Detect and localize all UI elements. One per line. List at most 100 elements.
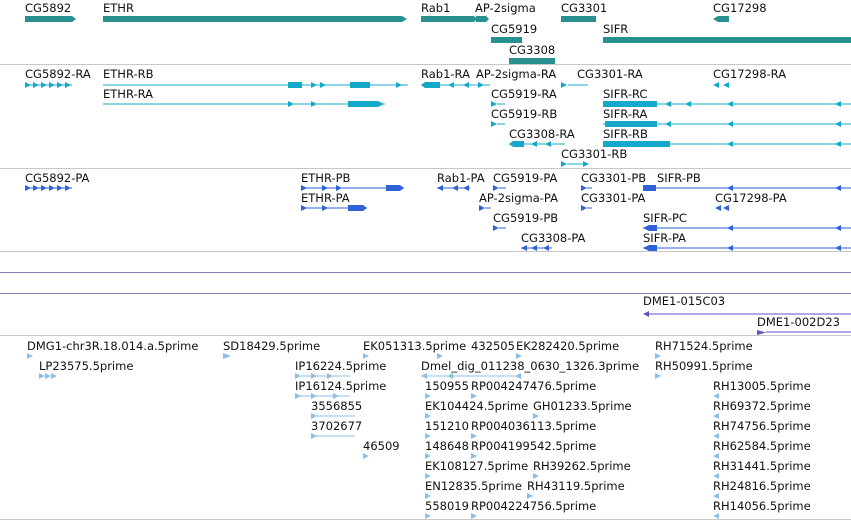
feature-label-sifr-ra[interactable]: SIFR-RA xyxy=(603,107,648,121)
transcript-glyph-sifr-rb[interactable] xyxy=(603,141,851,147)
feature-label-sifr-rb[interactable]: SIFR-RB xyxy=(603,127,648,141)
feature-label-rh39262-5prime[interactable]: RH39262.5prime xyxy=(533,459,631,473)
feature-label-ap-2sigma[interactable]: AP-2sigma xyxy=(475,1,536,15)
feature-label-cg5892[interactable]: CG5892 xyxy=(25,1,72,15)
feature-label-46509[interactable]: 46509 xyxy=(363,439,400,453)
feature-label-cg5919-pb[interactable]: CG5919-PB xyxy=(493,211,559,225)
feature-label-ethr-pa[interactable]: ETHR-PA xyxy=(301,191,350,205)
feature-label-cg5919-pa[interactable]: CG5919-PA xyxy=(493,171,558,185)
feature-label-3702677[interactable]: 3702677 xyxy=(311,419,363,433)
feature-label-cg17298-ra[interactable]: CG17298-RA xyxy=(713,67,787,81)
est-glyph[interactable] xyxy=(363,353,369,359)
feature-label-lp23575-5prime[interactable]: LP23575.5prime xyxy=(39,359,134,373)
feature-label-rh43119-5prime[interactable]: RH43119.5prime xyxy=(527,479,625,493)
est-glyph[interactable] xyxy=(425,433,431,439)
feature-label-rh71524-5prime[interactable]: RH71524.5prime xyxy=(655,339,753,353)
transcript-glyph-cg3301-rb[interactable] xyxy=(561,161,589,167)
est-glyph[interactable] xyxy=(471,393,477,399)
feature-label-dme1-015c03[interactable]: DME1-015C03 xyxy=(643,294,726,308)
transcript-glyph-cg5919-ra[interactable] xyxy=(491,101,505,107)
feature-label-sd18429-5prime[interactable]: SD18429.5prime xyxy=(223,339,321,353)
feature-label-rh31441-5prime[interactable]: RH31441.5prime xyxy=(713,459,811,473)
feature-label-148648[interactable]: 148648 xyxy=(425,439,469,453)
feature-label-cg3308[interactable]: CG3308 xyxy=(509,43,556,57)
feature-label-3556855[interactable]: 3556855 xyxy=(311,399,363,413)
protein-glyph-cg3301-pa[interactable] xyxy=(581,205,592,211)
gene-glyph-cg5919[interactable] xyxy=(491,37,522,43)
est-glyph[interactable] xyxy=(311,433,355,439)
feature-label-150955[interactable]: 150955 xyxy=(425,379,469,393)
est-glyph[interactable] xyxy=(533,413,539,419)
protein-glyph-rab1-pa[interactable] xyxy=(437,185,470,191)
feature-label-cg3301[interactable]: CG3301 xyxy=(561,1,608,15)
feature-label-rh50991-5prime[interactable]: RH50991.5prime xyxy=(655,359,753,373)
feature-label-cg3301-ra[interactable]: CG3301-RA xyxy=(577,67,643,81)
est-glyph[interactable] xyxy=(471,433,477,439)
feature-label-ap-2sigma-pa[interactable]: AP-2sigma-PA xyxy=(479,191,558,205)
protein-glyph-ethr-pb[interactable] xyxy=(301,185,404,191)
est-glyph[interactable] xyxy=(425,513,431,519)
feature-label-rp004199542-5prime[interactable]: RP004199542.5prime xyxy=(471,439,597,453)
transcript-glyph-ethr-ra[interactable] xyxy=(103,101,385,107)
feature-label-cg5919-ra[interactable]: CG5919-RA xyxy=(491,87,557,101)
feature-label-ip16124-5prime[interactable]: IP16124.5prime xyxy=(295,379,387,393)
feature-label-558019[interactable]: 558019 xyxy=(425,499,469,513)
feature-label-cg3301-pb[interactable]: CG3301-PB xyxy=(581,171,647,185)
transcript-glyph-ap2sigma-ra[interactable] xyxy=(476,82,490,88)
gene-glyph-ethr[interactable] xyxy=(103,16,407,22)
gene-glyph-sifr[interactable] xyxy=(603,37,851,43)
protein-glyph-cg3301-pb[interactable] xyxy=(581,185,592,191)
est-glyph[interactable] xyxy=(295,393,350,399)
est-glyph[interactable] xyxy=(425,453,431,459)
transcript-glyph-sifr-ra[interactable] xyxy=(603,121,851,127)
feature-label-rab1[interactable]: Rab1 xyxy=(421,1,451,15)
feature-label-ek108127-5prime[interactable]: EK108127.5prime xyxy=(425,459,529,473)
feature-label-dmel-dig-011238-0630-1326-3prime[interactable]: Dmel_dig_011238_0630_1326.3prime xyxy=(421,359,640,373)
est-glyph[interactable] xyxy=(713,513,719,519)
feature-label-ethr[interactable]: ETHR xyxy=(103,1,134,15)
est-glyph[interactable] xyxy=(533,473,539,479)
feature-label-ek104424-5prime[interactable]: EK104424.5prime xyxy=(425,399,529,413)
protein-glyph-ethr-pa[interactable] xyxy=(301,205,367,211)
feature-label-ip16224-5prime[interactable]: IP16224.5prime xyxy=(295,359,387,373)
est-glyph[interactable] xyxy=(425,473,431,479)
transcript-glyph-rab1-ra[interactable] xyxy=(421,82,475,88)
feature-label-dme1-002d23[interactable]: DME1-002D23 xyxy=(757,315,840,329)
est-glyph[interactable] xyxy=(516,353,522,359)
est-glyph[interactable] xyxy=(295,373,350,379)
gene-glyph-cg3308[interactable] xyxy=(509,58,555,64)
feature-label-cg17298-pa[interactable]: CG17298-PA xyxy=(715,191,787,205)
feature-label-ek282420-5prime[interactable]: EK282420.5prime xyxy=(516,339,620,353)
est-glyph[interactable] xyxy=(425,493,431,499)
feature-label-rh14056-5prime[interactable]: RH14056.5prime xyxy=(713,499,811,513)
feature-label-ethr-pb[interactable]: ETHR-PB xyxy=(301,171,351,185)
feature-label-sifr[interactable]: SIFR xyxy=(603,22,629,36)
feature-label-sifr-pa[interactable]: SIFR-PA xyxy=(643,231,687,245)
feature-label-ethr-ra[interactable]: ETHR-RA xyxy=(103,87,154,101)
protein-glyph-cg5892-pa[interactable] xyxy=(25,185,72,191)
est-glyph[interactable] xyxy=(713,413,719,419)
transcript-glyph-cg17298-ra[interactable] xyxy=(713,82,729,88)
feature-label-sifr-pc[interactable]: SIFR-PC xyxy=(643,211,687,225)
feature-label-cg3301-pa[interactable]: CG3301-PA xyxy=(581,191,646,205)
feature-label-sifr-rc[interactable]: SIFR-RC xyxy=(603,87,648,101)
est-glyph[interactable] xyxy=(311,413,355,419)
est-glyph[interactable] xyxy=(713,453,719,459)
est-glyph[interactable] xyxy=(39,373,57,379)
feature-label-rh62584-5prime[interactable]: RH62584.5prime xyxy=(713,439,811,453)
est-glyph[interactable] xyxy=(27,353,33,359)
protein-glyph-cg17298-pa[interactable] xyxy=(715,205,729,211)
feature-label-rh74756-5prime[interactable]: RH74756.5prime xyxy=(713,419,811,433)
feature-label-ethr-rb[interactable]: ETHR-RB xyxy=(103,67,154,81)
transcript-glyph-cg3308-ra[interactable] xyxy=(509,141,565,147)
feature-label-cg5892-ra[interactable]: CG5892-RA xyxy=(25,67,91,81)
feature-label-dmg1-chr3r-18-014-a-5prime[interactable]: DMG1-chr3R.18.014.a.5prime xyxy=(27,339,199,353)
gene-glyph-cg5892[interactable] xyxy=(25,16,76,22)
feature-label-cg17298[interactable]: CG17298 xyxy=(713,1,767,15)
feature-label-cg5919-rb[interactable]: CG5919-RB xyxy=(491,107,558,121)
transcript-glyph-cg5919-rb[interactable] xyxy=(491,121,505,127)
est-glyph[interactable] xyxy=(471,513,477,519)
gene-glyph-rab1[interactable] xyxy=(421,16,477,22)
est-glyph[interactable] xyxy=(471,453,477,459)
est-glyph[interactable] xyxy=(421,373,521,379)
